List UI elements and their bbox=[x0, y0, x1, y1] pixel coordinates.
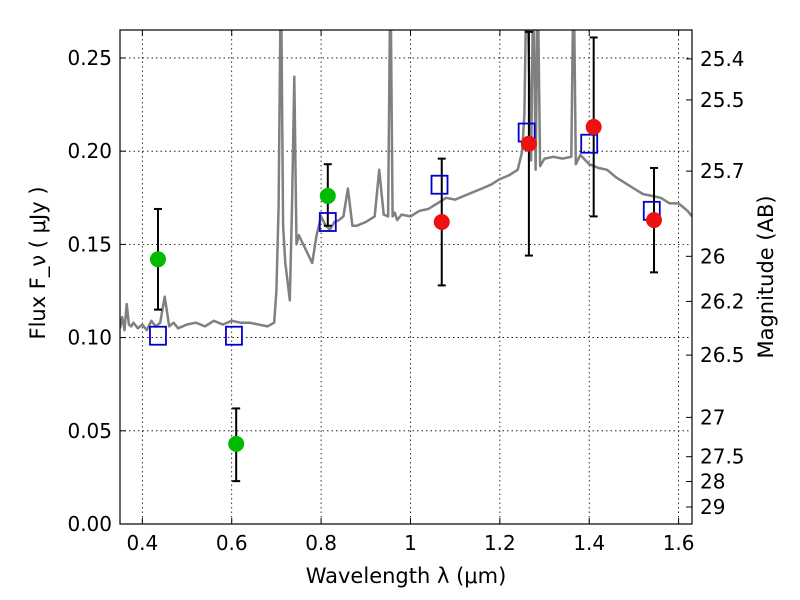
y-tick-label: 0.20 bbox=[67, 139, 112, 163]
model-squares bbox=[149, 122, 661, 346]
error-bars bbox=[153, 30, 659, 483]
x-axis-label: Wavelength λ (μm) bbox=[306, 564, 507, 588]
red-photometry-point bbox=[585, 118, 602, 135]
model-spectrum-line bbox=[120, 30, 692, 332]
plot-frame bbox=[119, 29, 693, 525]
y-tick-label: 0.15 bbox=[67, 232, 112, 256]
x-tick-label: 1 bbox=[404, 531, 417, 555]
x-tick-label: 0.4 bbox=[126, 531, 158, 555]
y-tick-label: 0.25 bbox=[67, 46, 112, 70]
red-photometry-point bbox=[433, 214, 450, 231]
x-tick-label: 0.8 bbox=[305, 531, 337, 555]
model-square-point bbox=[149, 325, 167, 346]
y-axis-left: 0.00 0.05 0.10 0.15 0.20 0.25 bbox=[67, 46, 126, 536]
model-square-point bbox=[225, 325, 243, 346]
model-square-point bbox=[318, 212, 337, 232]
mag-tick-label: 27 bbox=[700, 405, 725, 429]
mag-tick-label: 25.4 bbox=[700, 47, 745, 71]
plot-area bbox=[120, 30, 692, 483]
mag-tick-label: 26.2 bbox=[700, 289, 745, 313]
spectrum-layer bbox=[120, 30, 692, 332]
red-photometry-point bbox=[520, 135, 537, 152]
x-tick-label: 1.6 bbox=[663, 531, 695, 555]
y-axis-label: Flux F_ν ( μJy ) bbox=[26, 186, 51, 339]
y-tick-label: 0.10 bbox=[67, 326, 112, 350]
mag-tick-label: 29 bbox=[700, 495, 725, 519]
green-photometry-point bbox=[319, 187, 336, 204]
y-tick-label: 0.05 bbox=[67, 419, 112, 443]
mag-tick-label: 26.5 bbox=[700, 343, 745, 367]
x-tick-label: 1.2 bbox=[484, 531, 516, 555]
green-photometry-point bbox=[228, 435, 245, 452]
x-axis: 0.4 0.6 0.8 1 1.2 1.4 1.6 bbox=[126, 30, 695, 555]
y-axis-right-label: Magnitude (AB) bbox=[754, 195, 778, 358]
x-tick-label: 0.6 bbox=[216, 531, 248, 555]
red-photometry-point bbox=[646, 212, 663, 229]
mag-tick-label: 25.7 bbox=[700, 159, 745, 183]
mag-tick-label: 28 bbox=[700, 469, 725, 493]
model-square-point bbox=[430, 174, 449, 195]
mag-tick-label: 25.5 bbox=[700, 88, 745, 112]
x-tick-label: 1.4 bbox=[573, 531, 605, 555]
model-square-point bbox=[580, 133, 599, 154]
mag-tick-label: 27.5 bbox=[700, 445, 745, 469]
photometry-points bbox=[149, 118, 663, 452]
mag-tick-label: 26 bbox=[700, 244, 725, 268]
green-photometry-point bbox=[149, 251, 166, 268]
y-tick-label: 0.00 bbox=[67, 512, 112, 536]
